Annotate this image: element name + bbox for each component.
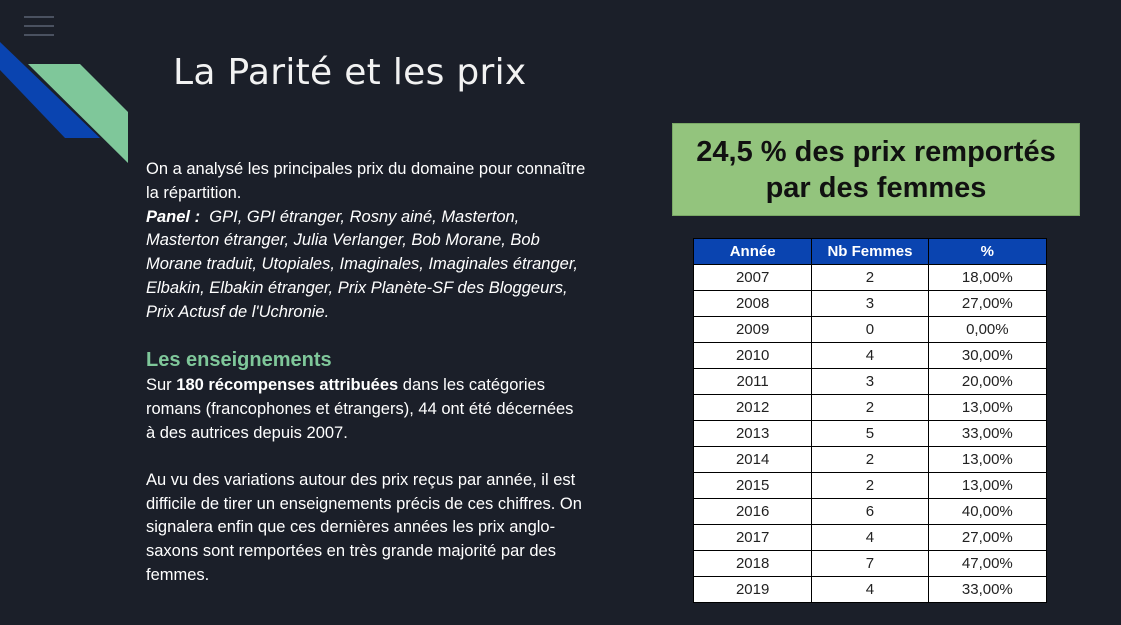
table-row: 2017 4 27,00%: [692, 524, 1048, 551]
table-cell: 2015: [692, 472, 813, 499]
table-cell: 2017: [692, 524, 813, 551]
table-cell: 2019: [692, 576, 813, 603]
awards-table: Année Nb Femmes % 2007 2 18,00% 2008 3 27,00%…: [692, 238, 1048, 603]
p1-text-end: dans les catégories romans (francophones…: [146, 376, 574, 442]
column-header-year: Année: [692, 238, 813, 265]
table-row: 2013 5 33,00%: [692, 420, 1048, 447]
table-row: 2015 2 13,00%: [692, 472, 1048, 499]
table-row: 2018 7 47,00%: [692, 550, 1048, 577]
table-cell: 5: [811, 420, 929, 447]
decorative-stripes: [0, 42, 128, 163]
table-row: 2007 2 18,00%: [692, 264, 1048, 291]
table-cell: 2: [811, 472, 929, 499]
table-cell: 18,00%: [927, 264, 1048, 291]
table-cell: 33,00%: [927, 576, 1048, 603]
table-cell: 2: [811, 264, 929, 291]
highlight-box: 24,5 % des prix remportés par des femmes: [672, 123, 1080, 216]
table-cell: 2018: [692, 550, 813, 577]
table-cell: 2007: [692, 264, 813, 291]
table-cell: 20,00%: [927, 368, 1048, 395]
table-cell: 13,00%: [927, 394, 1048, 421]
page-title: La Parité et les prix: [173, 52, 527, 93]
table-row: 2010 4 30,00%: [692, 342, 1048, 369]
lessons-paragraph-1: Sur 180 récompenses attribuées dans les …: [146, 374, 586, 445]
table-cell: 2: [811, 446, 929, 473]
table-cell: 3: [811, 368, 929, 395]
table-cell: 4: [811, 342, 929, 369]
table-cell: 27,00%: [927, 524, 1048, 551]
table-cell: 3: [811, 290, 929, 317]
table-cell: 2012: [692, 394, 813, 421]
table-cell: 2010: [692, 342, 813, 369]
lessons-paragraph-2: Au vu des variations autour des prix reç…: [146, 470, 582, 584]
table-cell: 27,00%: [927, 290, 1048, 317]
table-row: 2019 4 33,00%: [692, 576, 1048, 603]
hamburger-menu-icon[interactable]: [24, 16, 54, 38]
section-heading: Les enseignements: [146, 348, 332, 371]
table-cell: 4: [811, 524, 929, 551]
left-text-column: On a analysé les principales prix du dom…: [146, 158, 586, 588]
table-cell: 2008: [692, 290, 813, 317]
table-cell: 4: [811, 576, 929, 603]
table-cell: 2: [811, 394, 929, 421]
table-cell: 2016: [692, 498, 813, 525]
table-cell: 2013: [692, 420, 813, 447]
panel-label: Panel :: [146, 207, 201, 226]
table-header-row: Année Nb Femmes %: [692, 238, 1048, 265]
table-row: 2012 2 13,00%: [692, 394, 1048, 421]
table-row: 2016 6 40,00%: [692, 498, 1048, 525]
table-cell: 0,00%: [927, 316, 1048, 343]
column-header-percent: %: [927, 238, 1048, 265]
table-cell: 33,00%: [927, 420, 1048, 447]
highlight-line-2: par des femmes: [765, 171, 987, 204]
p1-text-start: Sur: [146, 376, 177, 395]
table-cell: 47,00%: [927, 550, 1048, 577]
table-row: 2009 0 0,00%: [692, 316, 1048, 343]
table-cell: 13,00%: [927, 446, 1048, 473]
table-cell: 6: [811, 498, 929, 525]
table-cell: 7: [811, 550, 929, 577]
table-cell: 2011: [692, 368, 813, 395]
highlight-line-1: 24,5 % des prix remportés: [696, 135, 1056, 168]
table-cell: 30,00%: [927, 342, 1048, 369]
table-cell: 40,00%: [927, 498, 1048, 525]
panel-list: Panel : GPI, GPI étranger, Rosny ainé, M…: [146, 206, 586, 325]
table-cell: 2009: [692, 316, 813, 343]
p1-bold-text: 180 récompenses attribuées: [176, 376, 399, 395]
table-cell: 2014: [692, 446, 813, 473]
table-row: 2008 3 27,00%: [692, 290, 1048, 317]
table-row: 2011 3 20,00%: [692, 368, 1048, 395]
table-cell: 13,00%: [927, 472, 1048, 499]
table-row: 2014 2 13,00%: [692, 446, 1048, 473]
panel-items: GPI, GPI étranger, Rosny ainé, Masterton…: [146, 207, 578, 321]
column-header-women: Nb Femmes: [811, 238, 929, 265]
intro-text: On a analysé les principales prix du dom…: [146, 160, 586, 202]
table-cell: 0: [811, 316, 929, 343]
